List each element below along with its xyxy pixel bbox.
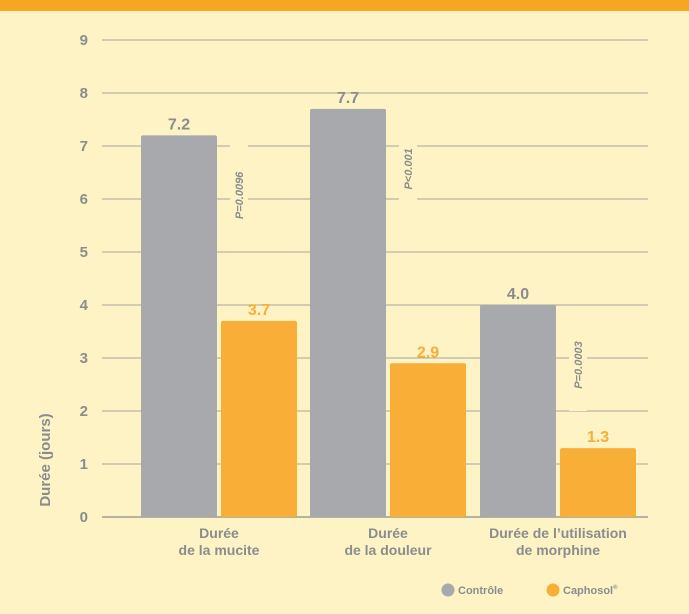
p-value-backdrop	[399, 114, 417, 215]
p-value: P<0.001	[403, 148, 415, 189]
y-axis-ticks: 0 1 2 3 4 5 6 7 8 9	[80, 32, 89, 526]
y-tick-label: 7	[80, 138, 88, 155]
y-tick-label: 4	[80, 297, 89, 314]
bar	[141, 135, 217, 517]
category-label: de la douleur	[344, 542, 432, 558]
category-label: Durée	[199, 525, 239, 541]
p-value-backdrop	[569, 311, 587, 411]
data-label: 2.9	[417, 344, 439, 361]
legend-swatch	[546, 583, 560, 597]
bar	[221, 320, 297, 517]
y-tick-label: 0	[80, 509, 88, 526]
y-tick-label: 5	[80, 244, 88, 261]
legend-swatch	[441, 583, 455, 597]
y-axis-label: Durée (jours)	[37, 413, 54, 506]
bar	[480, 305, 556, 517]
bar	[560, 448, 636, 517]
legend-label: Contrôle	[458, 585, 503, 597]
top-band	[0, 0, 689, 11]
category-label: de la mucite	[179, 542, 260, 558]
data-label: 3.7	[248, 302, 270, 319]
bars: 7.2 3.7 P=0.0096 7.7 2.9 P<0.001 4.0 1.3 P=0.000…	[141, 90, 636, 518]
y-tick-label: 2	[80, 403, 88, 420]
category-label: de morphine	[516, 542, 600, 558]
legend-label: Caphosol®	[563, 584, 618, 597]
y-tick-label: 9	[80, 32, 88, 49]
y-tick-label: 1	[80, 456, 88, 473]
legend-trademark: ®	[613, 584, 618, 591]
data-label: 7.7	[337, 90, 359, 107]
p-value: P=0.0003	[573, 341, 585, 388]
data-label: 1.3	[587, 429, 609, 446]
bar	[390, 363, 466, 517]
category-label: Durée de l’utilisation	[489, 525, 627, 541]
data-label: 4.0	[507, 286, 529, 303]
p-value: P=0.0096	[234, 171, 246, 219]
y-tick-label: 3	[80, 350, 88, 367]
data-label: 7.2	[168, 116, 190, 133]
legend: Contrôle Caphosol®	[441, 583, 618, 597]
p-value-backdrop	[230, 141, 248, 242]
y-tick-label: 6	[80, 191, 88, 208]
bar	[310, 108, 386, 518]
category-label: Durée	[368, 525, 408, 541]
y-tick-label: 8	[80, 85, 88, 102]
